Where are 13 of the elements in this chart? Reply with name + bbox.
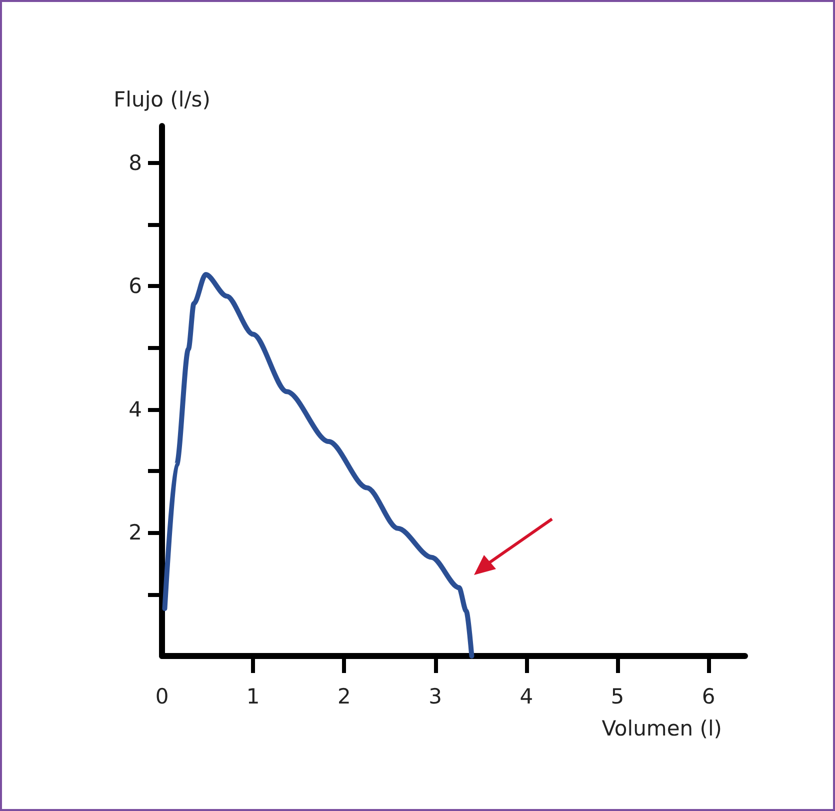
y-tick-label: 6 — [128, 274, 142, 298]
x-tick-label: 2 — [338, 684, 351, 708]
x-tick-label: 4 — [520, 684, 534, 708]
x-tick-label: 5 — [610, 684, 624, 708]
x-tick-label: 1 — [246, 684, 260, 708]
y-tick-label: 8 — [128, 150, 142, 175]
x-tick-label: 0 — [155, 684, 169, 708]
x-tick-label: 3 — [428, 684, 442, 708]
x-axis-title: Volumen (l) — [602, 716, 722, 740]
y-tick-label: 2 — [128, 520, 142, 545]
x-tick-label: 6 — [702, 684, 716, 708]
y-tick-label: 4 — [128, 397, 142, 422]
y-axis-title: Flujo (l/s) — [114, 88, 210, 112]
